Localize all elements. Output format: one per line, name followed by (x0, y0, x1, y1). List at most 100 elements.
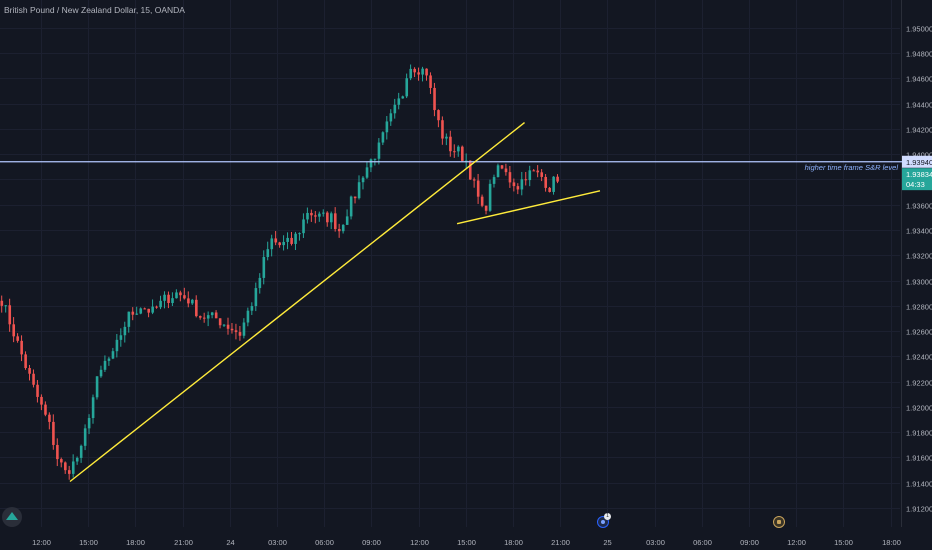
candle-up (405, 78, 409, 97)
time-tick-label: 09:00 (362, 538, 381, 547)
candle-down (230, 328, 234, 331)
candle-up (87, 418, 91, 429)
trendline (69, 122, 525, 483)
candle-down (326, 212, 329, 223)
candle-down (56, 444, 59, 460)
candle-up (79, 445, 83, 458)
candle-down (238, 332, 242, 336)
candle-down (500, 165, 504, 169)
earnings-event-icon[interactable] (773, 516, 785, 528)
drawings: higher time frame S&R level (0, 122, 902, 483)
candle-down (548, 187, 551, 192)
candle-up (159, 300, 162, 308)
price-tick-label: 1.92200 (906, 379, 932, 388)
price-axis[interactable]: 1.95000 1.94800 1.94600 1.94400 1.94200 1.940… (902, 25, 932, 514)
candle-down (437, 110, 440, 121)
trendline (456, 190, 601, 225)
candle-up (4, 305, 8, 307)
candle-down (234, 330, 238, 333)
candle-up (488, 183, 492, 211)
candle-up (91, 397, 95, 419)
candle-up (139, 308, 143, 314)
candle-up (361, 177, 365, 183)
time-tick-label: 06:00 (693, 538, 712, 547)
price-tick-label: 1.94400 (906, 101, 932, 110)
candle-up (83, 428, 87, 446)
candle-down (480, 196, 484, 206)
price-tick-label: 1.92400 (906, 353, 932, 362)
candle-up (306, 212, 309, 220)
candle-down (183, 295, 186, 299)
candle-up (286, 237, 289, 242)
price-tick-label: 1.93600 (906, 202, 932, 211)
candle-down (516, 186, 520, 190)
time-axis[interactable]: 12:00 15:00 18:00 21:00 24 03:00 06:00 09:00 12:… (32, 538, 901, 547)
price-tick-label: 1.93200 (906, 252, 932, 261)
candle-down (417, 72, 420, 75)
candle-up (397, 98, 401, 105)
candle-down (512, 182, 516, 187)
candle-up (258, 277, 262, 289)
time-tick-label: 09:00 (740, 538, 759, 547)
time-tick-label: 25 (603, 538, 611, 547)
candle-down (449, 136, 452, 152)
price-tick-label: 1.94200 (906, 126, 932, 135)
sr-price-tag-label: 1.93940 (906, 158, 932, 167)
candle-down (425, 68, 428, 76)
time-tick-label: 12:00 (787, 538, 806, 547)
price-tick-label: 1.95000 (906, 25, 932, 34)
candle-up (369, 159, 373, 168)
tradingview-logo-icon[interactable] (2, 507, 22, 527)
candle-up (95, 376, 99, 398)
candle-down (143, 308, 147, 310)
candle-up (341, 224, 345, 232)
candle-down (12, 324, 16, 337)
candle-down (532, 170, 536, 172)
candle-up (71, 461, 75, 474)
candle-down (48, 414, 51, 422)
candle-down (226, 324, 230, 329)
candle-down (131, 311, 135, 315)
candle-down (28, 368, 31, 374)
candle-up (75, 457, 79, 462)
candle-down (64, 462, 67, 471)
time-tick-label: 24 (226, 538, 234, 547)
candle-down (278, 242, 281, 246)
candle-down (461, 146, 464, 161)
price-tick-label: 1.94000 (906, 151, 932, 160)
candle-up (464, 160, 468, 162)
candle-down (337, 229, 341, 232)
candle-down (179, 292, 182, 296)
candle-up (294, 233, 297, 244)
price-tick-label: 1.94800 (906, 50, 932, 59)
candle-up (457, 146, 460, 152)
candle-up (349, 196, 353, 217)
candle-down (353, 196, 357, 199)
candle-up (552, 176, 555, 192)
candle-up (385, 121, 389, 133)
time-tick-label: 21:00 (174, 538, 193, 547)
candle-up (528, 170, 532, 181)
sr-level-label: higher time frame S&R level (805, 163, 899, 172)
candle-up (421, 68, 424, 75)
candle-down (147, 308, 150, 313)
time-tick-label: 15:00 (834, 538, 853, 547)
time-tick-label: 12:00 (32, 538, 51, 547)
candle-down (202, 317, 206, 319)
candle-up (210, 312, 214, 316)
price-tick-label: 1.94600 (906, 75, 932, 84)
candles (0, 64, 559, 480)
price-tick-label: 1.92000 (906, 404, 932, 413)
price-tick-label: 1.93000 (906, 278, 932, 287)
candle-up (115, 339, 119, 352)
candle-down (476, 180, 480, 197)
candle-down (429, 75, 432, 88)
candle-down (274, 238, 278, 243)
candle-down (310, 212, 313, 216)
time-tick-label: 21:00 (551, 538, 570, 547)
candle-down (556, 176, 559, 182)
candle-up (151, 306, 154, 313)
candle-down (52, 421, 55, 445)
candle-down (36, 384, 39, 397)
